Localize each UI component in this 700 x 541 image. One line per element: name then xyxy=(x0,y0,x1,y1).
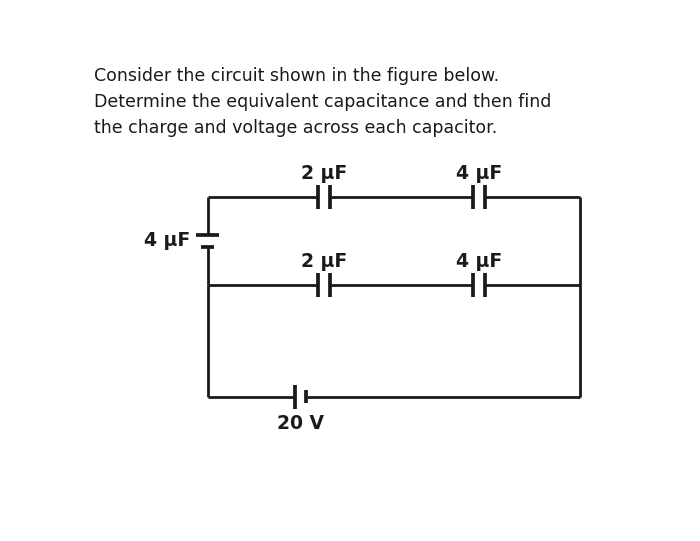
Text: 2 μF: 2 μF xyxy=(301,164,347,183)
Text: 20 V: 20 V xyxy=(277,414,324,433)
Text: 4 μF: 4 μF xyxy=(144,232,190,250)
Text: Consider the circuit shown in the figure below.
Determine the equivalent capacit: Consider the circuit shown in the figure… xyxy=(94,67,551,137)
Text: 2 μF: 2 μF xyxy=(301,252,347,271)
Text: 4 μF: 4 μF xyxy=(456,164,502,183)
Text: 4 μF: 4 μF xyxy=(456,252,502,271)
